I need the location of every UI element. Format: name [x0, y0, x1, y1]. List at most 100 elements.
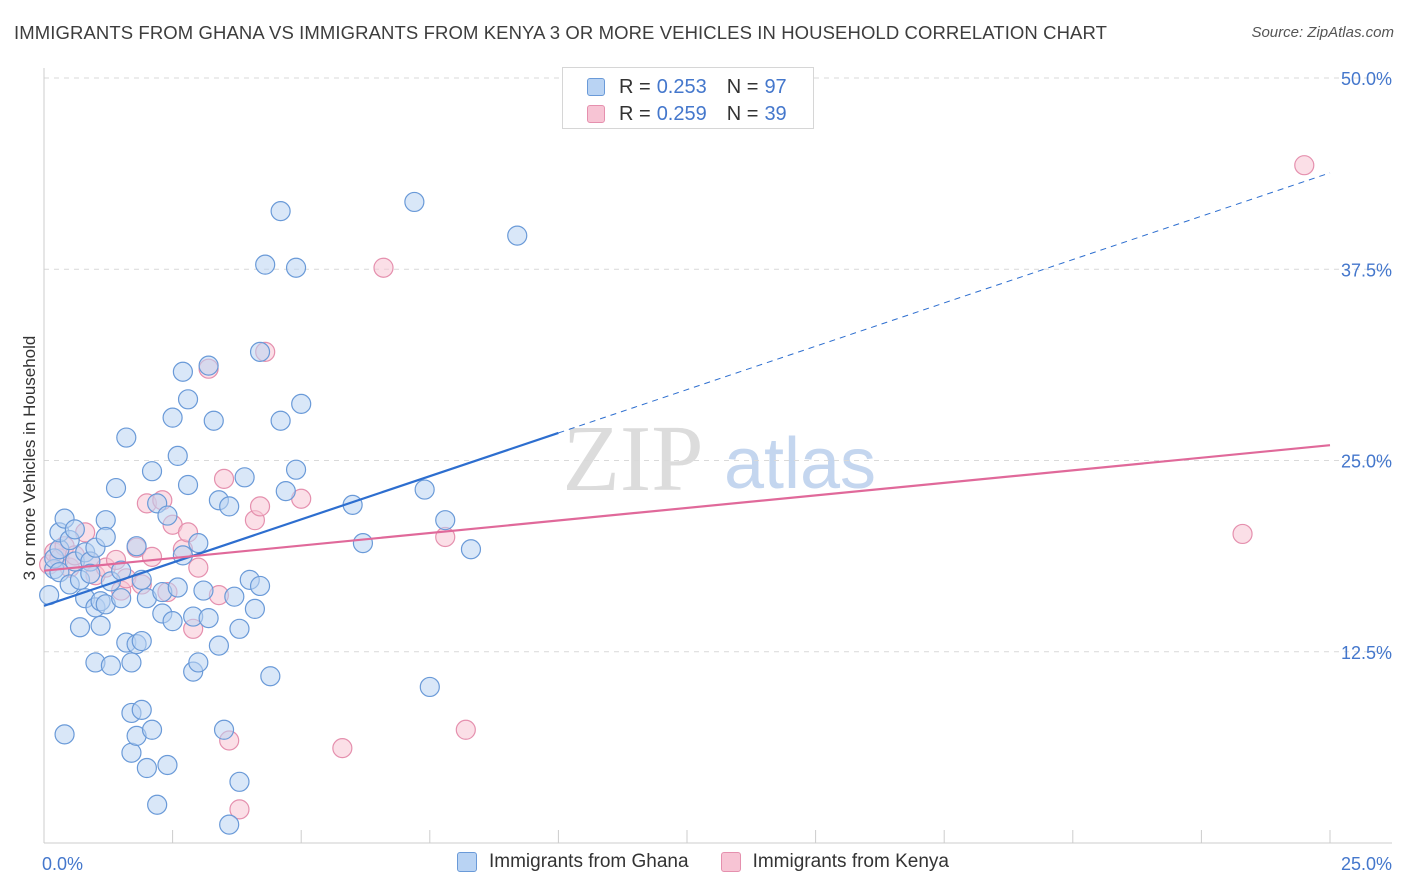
y-axis-label: 3 or more Vehicles in Household	[20, 335, 39, 581]
kenya-point-26	[213, 468, 235, 489]
watermark: ZIP atlas	[563, 407, 877, 511]
ghana-legend-swatch	[457, 852, 477, 872]
ghana-point-74	[229, 771, 250, 792]
kenya-trend-line	[43, 444, 1331, 572]
ghana-point-95	[460, 539, 482, 560]
ghana-point-73	[224, 586, 245, 607]
y-tick-label-2: 37.5%	[1341, 260, 1392, 280]
ghana-point-70	[213, 719, 235, 740]
ghana-point-41	[131, 699, 152, 720]
ghana-point-84	[270, 410, 291, 431]
ghana-series	[39, 191, 528, 835]
kenya-legend-swatch	[720, 852, 741, 872]
kenya-swatch	[587, 105, 605, 123]
ghana-point-81	[255, 254, 276, 275]
kenya-n-label: N =	[726, 102, 759, 125]
ghana-point-33	[121, 652, 142, 673]
ghana-point-51	[157, 754, 178, 776]
ghana-point-80	[249, 341, 271, 362]
tick-labels: 12.5% 25.0% 37.5% 50.0% 0.0% 25.0%	[42, 69, 1392, 874]
watermark-zip: ZIP	[563, 407, 704, 511]
ghana-point-47	[147, 794, 168, 815]
ghana-point-28	[105, 477, 127, 499]
ghana-point-79	[249, 575, 271, 597]
grid	[44, 77, 1392, 653]
ghana-trend-extension	[558, 172, 1331, 434]
ghana-point-58	[177, 389, 199, 410]
ghana-point-78	[244, 598, 266, 620]
ghana-point-45	[141, 719, 163, 740]
ghana-point-10	[64, 519, 85, 540]
ghana-point-92	[414, 479, 435, 500]
ghana-n-value: 97	[764, 75, 787, 98]
kenya-r-value: 0.259	[656, 102, 707, 125]
ghana-point-23	[95, 510, 116, 531]
ghana-n-label: N =	[726, 75, 759, 98]
ghana-point-83	[270, 201, 291, 222]
ghana-point-71	[219, 496, 240, 517]
ghana-point-59	[177, 474, 199, 496]
bottom-legend: Immigrants from Ghana Immigrants from Ke…	[0, 851, 1406, 873]
legend-row-ghana: R = 0.253 N = 97	[587, 74, 787, 100]
ghana-point-54	[167, 445, 188, 467]
ghana-point-68	[208, 635, 229, 656]
bottom-legend-kenya: Immigrants from Kenya	[720, 851, 949, 873]
ghana-point-43	[136, 757, 157, 779]
ghana-trend-line	[43, 431, 559, 607]
ghana-swatch	[587, 78, 605, 96]
kenya-r-label: R =	[619, 102, 651, 125]
ghana-point-66	[198, 355, 219, 376]
y-tick-label-1: 25.0%	[1341, 452, 1392, 472]
kenya-point-28	[229, 799, 250, 820]
ghana-point-87	[285, 459, 307, 480]
ghana-point-63	[188, 652, 209, 673]
ghana-point-55	[167, 577, 188, 598]
ghana-point-40	[131, 630, 152, 652]
ghana-point-86	[285, 257, 307, 278]
kenya-point-37	[1232, 523, 1253, 545]
y-tick-label-0: 12.5%	[1341, 643, 1392, 663]
ghana-point-17	[80, 563, 101, 584]
ghana-point-90	[352, 533, 374, 554]
ghana-point-85	[275, 481, 296, 502]
ghana-point-22	[90, 615, 111, 636]
kenya-n-value: 39	[764, 102, 787, 125]
ghana-point-53	[162, 611, 183, 632]
ghana-point-24	[95, 526, 116, 548]
ghana-point-52	[162, 407, 183, 428]
ghana-r-value: 0.253	[656, 75, 707, 98]
ghana-point-64	[193, 580, 214, 601]
ghana-point-88	[291, 393, 312, 414]
ghana-point-94	[435, 510, 456, 531]
ghana-point-75	[229, 618, 250, 639]
ghana-point-82	[260, 666, 281, 687]
x-tick-label-min: 0.0%	[42, 854, 83, 874]
ghana-point-6	[54, 724, 75, 745]
legend: R = 0.253 N = 97 R = 0.259 N = 39	[562, 67, 814, 129]
axes	[43, 68, 1392, 844]
chart-title: IMMIGRANTS FROM GHANA VS IMMIGRANTS FROM…	[14, 22, 1108, 43]
kenya-point-30	[249, 496, 271, 517]
source-label: Source: ZipAtlas.com	[1251, 24, 1394, 41]
watermark-atlas: atlas	[724, 424, 876, 504]
ghana-point-65	[198, 607, 219, 629]
ghana-point-26	[100, 655, 121, 676]
ghana-point-96	[507, 225, 528, 246]
ghana-point-44	[141, 461, 163, 482]
ghana-point-93	[419, 676, 440, 698]
ghana-point-35	[121, 742, 142, 763]
kenya-point-38	[1294, 155, 1315, 176]
ghana-r-label: R =	[619, 75, 651, 98]
ghana-point-91	[404, 191, 425, 213]
ghana-point-62	[188, 533, 209, 554]
ghana-point-76	[234, 467, 255, 488]
ghana-point-56	[172, 361, 193, 382]
kenya-point-23	[188, 557, 209, 578]
ghana-point-31	[116, 427, 137, 448]
kenya-point-36	[455, 719, 476, 740]
ghana-point-50	[157, 505, 178, 526]
kenya-point-33	[332, 738, 353, 759]
x-tick-label-max: 25.0%	[1341, 854, 1392, 874]
ghana-point-29	[111, 588, 132, 609]
